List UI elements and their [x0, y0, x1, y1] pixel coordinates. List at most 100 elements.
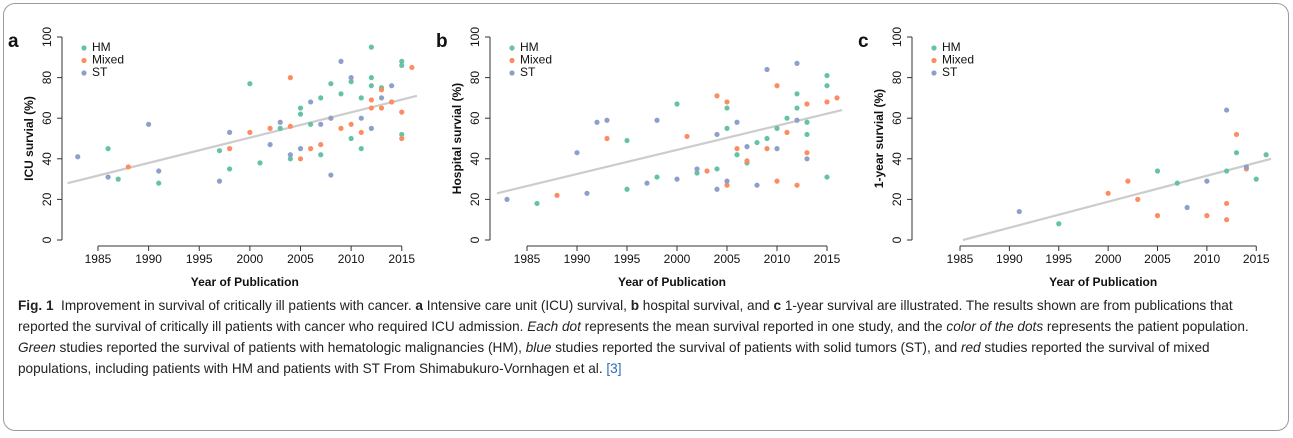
- data-point: [287, 123, 293, 129]
- y-tick-label: 100: [40, 27, 54, 47]
- data-point: [115, 176, 121, 182]
- data-point: [287, 75, 293, 81]
- y-tick-label: 80: [468, 71, 482, 85]
- data-point: [714, 131, 720, 138]
- legend-marker: [931, 70, 937, 76]
- data-point: [694, 166, 700, 172]
- y-tick-label: 0: [40, 236, 54, 243]
- data-point: [834, 95, 840, 101]
- data-point: [604, 117, 610, 123]
- data-point: [724, 178, 730, 184]
- legend-label: Mixed: [92, 53, 124, 67]
- data-point: [389, 99, 395, 105]
- caption-normal: represents the patient population.: [1043, 319, 1253, 334]
- x-tick-label: 1995: [1045, 252, 1072, 266]
- x-axis-label: Year of Publication: [1049, 275, 1157, 289]
- x-tick-label: 2010: [764, 252, 791, 266]
- data-point: [267, 125, 273, 131]
- legend-label: ST: [520, 65, 536, 79]
- data-point: [358, 95, 364, 101]
- data-point: [764, 66, 770, 73]
- x-axis-label: Year of Publication: [191, 275, 299, 289]
- data-point: [824, 72, 830, 79]
- data-point: [774, 83, 780, 89]
- x-tick-label: 2015: [388, 252, 415, 266]
- chart-panel: 0 20 40 60 80 100 1985 1990 1995 2000 2005 2010 2015…: [436, 27, 843, 289]
- caption-normal: studies reported the survival of mixed p…: [18, 340, 1214, 376]
- legend-label: ST: [942, 65, 958, 79]
- data-point: [318, 152, 324, 158]
- y-tick-label: 80: [890, 71, 904, 85]
- y-tick-label: 0: [890, 236, 904, 243]
- x-tick-label: 2000: [1095, 252, 1122, 266]
- data-point: [1253, 176, 1259, 182]
- y-tick-label: 60: [40, 111, 54, 125]
- data-point: [1233, 131, 1240, 138]
- data-point: [1224, 107, 1230, 113]
- data-point: [257, 160, 263, 166]
- data-point: [338, 125, 344, 131]
- data-point: [654, 174, 660, 180]
- data-point: [328, 115, 334, 121]
- data-point: [674, 176, 680, 182]
- panel-label: c: [858, 31, 869, 52]
- data-point: [594, 119, 600, 125]
- data-point: [105, 174, 111, 180]
- data-point: [764, 135, 770, 142]
- data-point: [674, 101, 680, 107]
- x-tick-label: 1985: [947, 252, 974, 266]
- legend-marker: [81, 45, 87, 51]
- x-tick-label: 2005: [1144, 252, 1171, 266]
- x-tick-label: 2005: [287, 252, 314, 266]
- data-point: [368, 125, 374, 131]
- data-point: [1016, 208, 1022, 215]
- data-point: [1056, 221, 1062, 227]
- x-axis-label: Year of Publication: [618, 275, 726, 289]
- data-point: [308, 146, 314, 152]
- caption-link[interactable]: [3]: [606, 361, 622, 376]
- data-point: [318, 121, 324, 127]
- y-tick-label: 0: [468, 236, 482, 243]
- data-point: [75, 154, 81, 160]
- data-point: [774, 178, 780, 184]
- data-point: [1154, 213, 1161, 219]
- data-point: [1243, 164, 1249, 170]
- y-tick-label: 60: [468, 111, 482, 125]
- data-point: [794, 91, 800, 97]
- y-tick-label: 40: [890, 152, 904, 166]
- data-point: [348, 121, 354, 127]
- data-point: [774, 125, 780, 131]
- data-point: [297, 111, 304, 117]
- data-point: [1204, 213, 1210, 219]
- data-point: [297, 146, 304, 152]
- x-tick-label: 1995: [614, 252, 641, 266]
- caption-italic: color of the dots: [946, 319, 1044, 334]
- figure-caption: Fig. 1 Improvement in survival of critic…: [18, 295, 1280, 379]
- data-point: [358, 146, 364, 152]
- data-point: [794, 60, 800, 66]
- data-point: [1174, 180, 1180, 186]
- y-tick-label: 20: [890, 192, 904, 206]
- data-point: [368, 97, 374, 103]
- data-point: [794, 182, 800, 188]
- data-point: [1135, 196, 1141, 202]
- data-point: [348, 135, 354, 142]
- caption-italic: blue: [525, 340, 552, 355]
- data-point: [734, 146, 740, 152]
- data-point: [534, 200, 540, 207]
- data-point: [1263, 152, 1269, 158]
- data-point: [389, 83, 395, 89]
- data-point: [318, 141, 324, 148]
- legend-marker: [509, 57, 515, 64]
- data-point: [744, 144, 750, 150]
- legend-marker: [931, 45, 937, 51]
- data-point: [754, 182, 760, 188]
- data-point: [654, 117, 660, 123]
- data-point: [724, 99, 730, 105]
- legend-marker: [509, 70, 515, 76]
- data-point: [348, 79, 354, 85]
- data-point: [1184, 204, 1190, 211]
- data-point: [368, 105, 374, 111]
- data-point: [784, 115, 790, 121]
